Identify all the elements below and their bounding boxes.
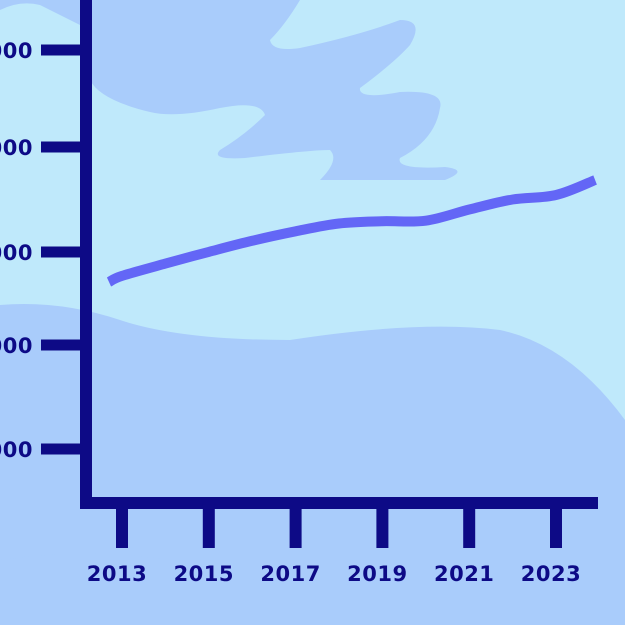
y-tick-label: 000	[0, 136, 33, 160]
x-tick-label: 2017	[260, 562, 320, 586]
x-tick-label: 2023	[521, 562, 581, 586]
x-tick-label: 2013	[87, 562, 147, 586]
x-tick-label: 2019	[347, 562, 407, 586]
x-tick-label: 2015	[174, 562, 234, 586]
x-tick-label: 2021	[434, 562, 494, 586]
background-blob-left	[0, 0, 90, 30]
background-blob-low	[0, 553, 380, 625]
y-tick-label: 000	[0, 39, 33, 63]
series	[106, 175, 597, 287]
series-line	[106, 175, 597, 287]
y-tick-label: 000	[0, 334, 33, 358]
y-tick-label: 000	[0, 241, 33, 265]
y-tick-label: 000	[0, 438, 33, 462]
y-ticks: 000 000 000 000 000	[0, 39, 86, 462]
background-blob-top	[0, 0, 458, 180]
x-ticks: 2013 2015 2017 2019 2021 2023	[87, 503, 581, 586]
